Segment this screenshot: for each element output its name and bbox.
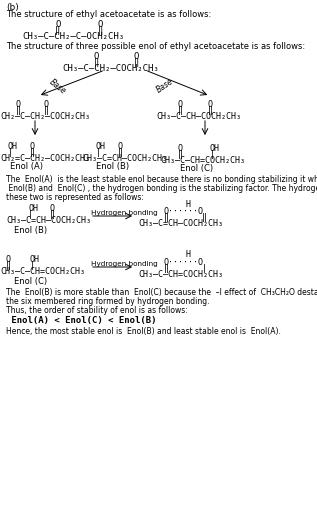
Text: CH₃–C–CH₂–COCH₂CH₃: CH₃–C–CH₂–COCH₂CH₃ xyxy=(62,64,159,73)
Text: |: | xyxy=(210,150,215,159)
Text: CH₃–C–CH₂–C–OCH₂CH₃: CH₃–C–CH₂–C–OCH₂CH₃ xyxy=(22,32,124,41)
Text: Enol(B) and  Enol(C) , the hydrogen bonding is the stabilizing factor. The hydro: Enol(B) and Enol(C) , the hydrogen bondi… xyxy=(6,184,317,193)
Text: CH₂=C–CH₂–COCH₂CH₃: CH₂=C–CH₂–COCH₂CH₃ xyxy=(0,154,90,163)
Text: ‖: ‖ xyxy=(202,213,207,222)
Text: O: O xyxy=(6,255,11,264)
Text: OH: OH xyxy=(8,142,18,151)
Text: CH₃–C=CH–COCH₂CH₃: CH₃–C=CH–COCH₂CH₃ xyxy=(82,154,167,163)
Text: ‖: ‖ xyxy=(6,261,11,270)
Text: Thus, the order of stability of enol is as follows:: Thus, the order of stability of enol is … xyxy=(6,306,188,315)
Text: O: O xyxy=(44,100,49,109)
Text: (b): (b) xyxy=(6,3,19,12)
Text: Enol (B): Enol (B) xyxy=(14,226,47,235)
Text: O: O xyxy=(30,142,35,151)
Text: ‖: ‖ xyxy=(164,213,169,222)
Text: CH₃–C–CH–COCH₂CH₃: CH₃–C–CH–COCH₂CH₃ xyxy=(156,112,241,121)
Text: ‖: ‖ xyxy=(30,148,35,157)
Text: ‖: ‖ xyxy=(164,264,169,273)
Text: O: O xyxy=(55,20,60,29)
Text: O: O xyxy=(94,52,99,61)
Text: O: O xyxy=(208,100,213,109)
Text: O: O xyxy=(178,100,183,109)
Text: CH₂–C–CH₂–COCH₂CH₃: CH₂–C–CH₂–COCH₂CH₃ xyxy=(0,112,90,121)
Text: ‖: ‖ xyxy=(178,150,183,159)
Text: |: | xyxy=(28,210,33,219)
Text: CH₃–C=CH–COCH₂CH₃: CH₃–C=CH–COCH₂CH₃ xyxy=(6,216,91,225)
Text: OH: OH xyxy=(30,255,40,264)
Text: O: O xyxy=(134,52,139,61)
Text: ‖: ‖ xyxy=(44,106,49,115)
Text: O: O xyxy=(118,142,123,151)
Text: The structure of ethyl acetoacetate is as follows:: The structure of ethyl acetoacetate is a… xyxy=(6,10,211,19)
Text: Enol (B): Enol (B) xyxy=(96,162,129,171)
Text: Base: Base xyxy=(155,77,175,95)
Text: CH₃–C–CH=COCH₂CH₃: CH₃–C–CH=COCH₂CH₃ xyxy=(160,156,245,165)
Text: Hydrogen bonding: Hydrogen bonding xyxy=(91,261,158,267)
Text: Base: Base xyxy=(48,77,68,95)
Text: CH₃–C–CH=COCH₂CH₃: CH₃–C–CH=COCH₂CH₃ xyxy=(138,270,223,279)
Text: these two is represented as follows:: these two is represented as follows: xyxy=(6,193,144,202)
Text: |: | xyxy=(30,261,35,270)
Text: Hence, the most stable enol is  Enol(B) and least stable enol is  Enol(A).: Hence, the most stable enol is Enol(B) a… xyxy=(6,327,281,336)
Text: O: O xyxy=(98,20,103,29)
Text: The  Enol(A)  is the least stable enol because there is no bonding stabilizing i: The Enol(A) is the least stable enol bec… xyxy=(6,175,317,184)
Text: ‖: ‖ xyxy=(134,58,139,67)
Text: Hydrogen bonding: Hydrogen bonding xyxy=(91,210,158,216)
Text: ‖: ‖ xyxy=(98,26,103,35)
Text: Enol (C): Enol (C) xyxy=(180,164,213,173)
Text: The structure of three possible enol of ethyl acetoacetate is as follows:: The structure of three possible enol of … xyxy=(6,42,305,51)
Text: Enol(A) < Enol(C) < Enol(B): Enol(A) < Enol(C) < Enol(B) xyxy=(6,316,157,325)
Text: O: O xyxy=(50,204,55,213)
Text: |: | xyxy=(8,148,13,157)
Text: |: | xyxy=(96,148,101,157)
Text: ‖: ‖ xyxy=(208,106,213,115)
Text: OH: OH xyxy=(28,204,38,213)
Text: ‖: ‖ xyxy=(50,210,55,219)
Text: ‖: ‖ xyxy=(94,58,99,67)
Text: H: H xyxy=(186,200,191,209)
Text: O······O: O······O xyxy=(164,207,204,216)
Text: Enol (C): Enol (C) xyxy=(14,277,47,286)
Text: The  Enol(B) is more stable than  Enol(C) because the  –I effect of  CH₃CH₂O des: The Enol(B) is more stable than Enol(C) … xyxy=(6,288,317,297)
Text: ‖: ‖ xyxy=(118,148,123,157)
Text: |: | xyxy=(202,264,207,273)
Text: OH: OH xyxy=(96,142,106,151)
Text: ‖: ‖ xyxy=(178,106,183,115)
Text: O: O xyxy=(178,144,183,153)
Text: O······O: O······O xyxy=(164,258,204,267)
Text: H: H xyxy=(186,250,191,259)
Text: ‖: ‖ xyxy=(16,106,21,115)
Text: O: O xyxy=(16,100,21,109)
Text: CH₃–C=CH–COCH₂CH₃: CH₃–C=CH–COCH₂CH₃ xyxy=(138,219,223,228)
Text: ‖: ‖ xyxy=(55,26,60,35)
Text: CH₃–C–CH=COCH₂CH₃: CH₃–C–CH=COCH₂CH₃ xyxy=(0,267,85,276)
Text: Enol (A): Enol (A) xyxy=(10,162,43,171)
Text: the six membered ring formed by hydrogen bonding.: the six membered ring formed by hydrogen… xyxy=(6,297,210,306)
Text: OH: OH xyxy=(210,144,220,153)
